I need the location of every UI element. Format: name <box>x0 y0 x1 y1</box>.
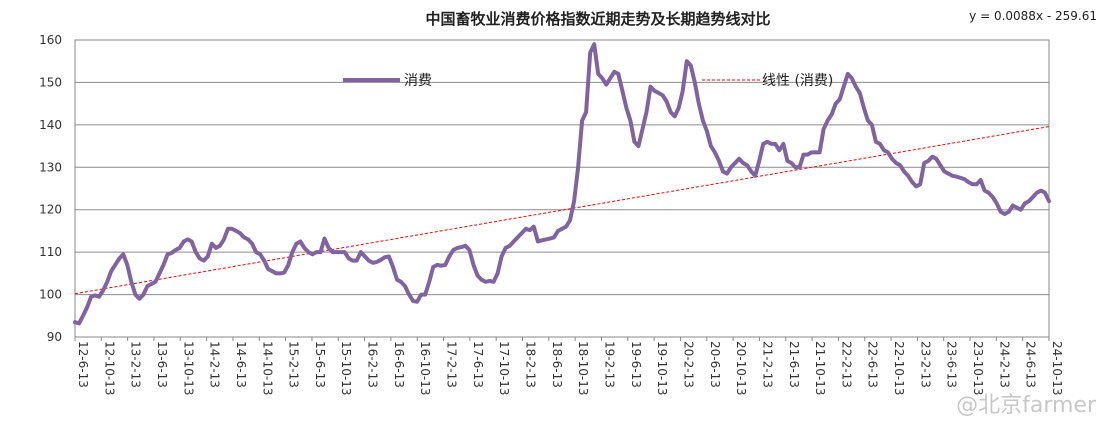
y-tick-label: 120 <box>39 203 62 217</box>
x-tick-label: 13-2-13 <box>129 341 143 388</box>
x-tick-label: 20-10-13 <box>734 341 748 395</box>
x-tick-label: 20-2-13 <box>681 341 695 388</box>
x-tick-label: 16-10-13 <box>418 341 432 395</box>
x-tick-label: 12-10-13 <box>102 341 116 395</box>
y-gridlines <box>75 81 1049 296</box>
y-tick-labels: 90 100 110 120 130 140 150 160 <box>39 33 62 344</box>
chart-title: 中国畜牧业消费价格指数近期走势及长期趋势线对比 <box>425 10 770 28</box>
x-tick-label: 17-10-13 <box>497 341 511 395</box>
x-tick-label: 18-2-13 <box>524 341 538 388</box>
x-tick-label: 22-10-13 <box>892 341 906 395</box>
x-tick-label: 24-10-13 <box>1050 341 1064 395</box>
x-tick-label: 23-10-13 <box>971 341 985 395</box>
x-tick-label: 19-2-13 <box>602 341 616 388</box>
x-tick-label: 22-2-13 <box>839 341 853 388</box>
y-tick-label: 160 <box>39 33 62 47</box>
x-tick-label: 19-6-13 <box>629 341 643 388</box>
x-tick-label: 14-2-13 <box>208 341 222 388</box>
x-tick-label: 13-10-13 <box>181 341 195 395</box>
x-tick-label: 16-6-13 <box>392 341 406 388</box>
x-tick-labels: 12-6-13 12-10-13 13-2-13 13-6-13 13-10-13 14-… <box>74 337 1064 395</box>
x-tick-label: 19-10-13 <box>655 341 669 395</box>
x-tick-label: 14-10-13 <box>260 341 274 395</box>
x-tick-label: 21-2-13 <box>760 341 774 388</box>
trendline-equation: y = 0.0088x - 259.61 <box>969 9 1097 23</box>
y-tick-label: 140 <box>39 118 62 132</box>
x-tick-label: 17-6-13 <box>471 341 485 388</box>
plot-area <box>74 39 1050 338</box>
x-tick-label: 24-2-13 <box>997 341 1011 388</box>
y-tick-label: 150 <box>39 75 62 89</box>
y-tick-label: 90 <box>47 330 62 344</box>
x-tick-label: 22-6-13 <box>866 341 880 388</box>
x-tick-label: 16-2-13 <box>366 341 380 388</box>
legend-label-consumption: 消费 <box>404 73 432 89</box>
x-tick-label: 13-6-13 <box>155 341 169 388</box>
legend-label-trendline: 线性 (消费) <box>762 73 833 89</box>
x-tick-label: 12-6-13 <box>76 341 90 388</box>
watermark: @北京farmer <box>956 393 1097 418</box>
x-tick-label: 15-6-13 <box>313 341 327 388</box>
y-tick-label: 100 <box>39 288 62 302</box>
y-tick-label: 130 <box>39 160 62 174</box>
x-tick-label: 20-6-13 <box>708 341 722 388</box>
series-line-consumption <box>73 42 1051 326</box>
x-tick-label: 23-6-13 <box>945 341 959 388</box>
x-tick-label: 21-6-13 <box>787 341 801 388</box>
y-tick-label: 110 <box>39 245 62 259</box>
x-tick-label: 23-2-13 <box>918 341 932 388</box>
x-tick-label: 17-2-13 <box>445 341 459 388</box>
x-tick-label: 24-6-13 <box>1024 341 1038 388</box>
x-tick-label: 21-10-13 <box>813 341 827 395</box>
x-tick-label: 14-6-13 <box>234 341 248 388</box>
x-tick-label: 15-10-13 <box>339 341 353 395</box>
x-tick-label: 18-10-13 <box>576 341 590 395</box>
x-tick-label: 18-6-13 <box>550 341 564 388</box>
x-tick-label: 15-2-13 <box>287 341 301 388</box>
legend: 消费 线性 (消费) <box>343 73 833 89</box>
